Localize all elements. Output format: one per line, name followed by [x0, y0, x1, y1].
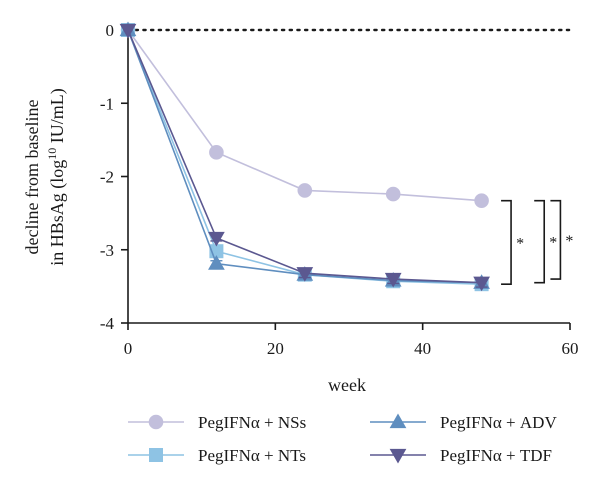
legend-label: PegIFNα + ADV: [440, 413, 557, 432]
x-tick-label: 60: [562, 339, 579, 358]
bracket-line: [550, 199, 562, 280]
series-triangle-up: [119, 21, 490, 289]
significance-brackets: * * *: [501, 199, 573, 285]
plot-area: [119, 21, 490, 292]
y-tick-label: 0: [106, 21, 115, 40]
data-point: [474, 193, 489, 208]
significance-label: *: [516, 235, 524, 252]
data-point: [384, 272, 402, 288]
axes: 0 -1 -2 -3 -4 0 20 40 60: [100, 21, 579, 358]
legend-label: PegIFNα + NTs: [198, 446, 306, 465]
series-line: [127, 29, 482, 284]
data-point: [473, 276, 490, 292]
significance-bracket: *: [501, 199, 524, 285]
legend-marker: [389, 448, 407, 464]
bracket-line: [534, 199, 546, 284]
y-axis-title-superscript: 10: [45, 148, 59, 160]
y-tick-label: -3: [100, 241, 114, 260]
legend-marker: [149, 448, 163, 462]
series-line: [127, 29, 482, 285]
legend-marker: [148, 414, 164, 430]
y-axis-title: decline from baseline in HBsAg (log10 IU…: [22, 88, 68, 266]
y-axis-title-line1: decline from baseline: [22, 100, 42, 255]
x-tick-label: 20: [267, 339, 284, 358]
legend-entry: PegIFNα + ADV: [370, 413, 557, 432]
significance-bracket: *: [550, 199, 573, 280]
legend: PegIFNα + NSs PegIFNα + ADV PegIFNα + NTs P…: [128, 413, 557, 465]
x-tick-label: 0: [124, 339, 133, 358]
legend-label: PegIFNα + TDF: [440, 446, 552, 465]
y-tick-label: -4: [100, 314, 115, 333]
data-point: [209, 145, 224, 160]
significance-bracket: *: [534, 199, 557, 284]
series-circle: [120, 22, 489, 208]
significance-label: *: [565, 233, 573, 250]
series-line: [127, 29, 482, 202]
legend-entry: PegIFNα + NTs: [128, 446, 306, 465]
y-tick-label: -2: [100, 168, 114, 187]
bracket-line: [501, 199, 512, 285]
x-axis-title: week: [328, 375, 366, 395]
data-point: [297, 183, 313, 198]
data-point: [385, 186, 401, 202]
x-tick-label: 40: [414, 339, 431, 358]
legend-entry: PegIFNα + TDF: [370, 446, 552, 465]
data-point: [208, 231, 225, 247]
data-point: [296, 267, 314, 282]
series-triangle-down: [119, 23, 490, 292]
significance-label: *: [549, 235, 557, 252]
legend-label: PegIFNα + NSs: [198, 413, 306, 432]
legend-marker: [389, 413, 407, 429]
legend-entry: PegIFNα + NSs: [128, 413, 306, 432]
y-tick-label: -1: [100, 94, 114, 113]
data-point: [208, 255, 225, 270]
data-point: [119, 23, 137, 39]
y-axis-title-line2: in HBsAg (log10 IU/mL): [45, 88, 68, 266]
